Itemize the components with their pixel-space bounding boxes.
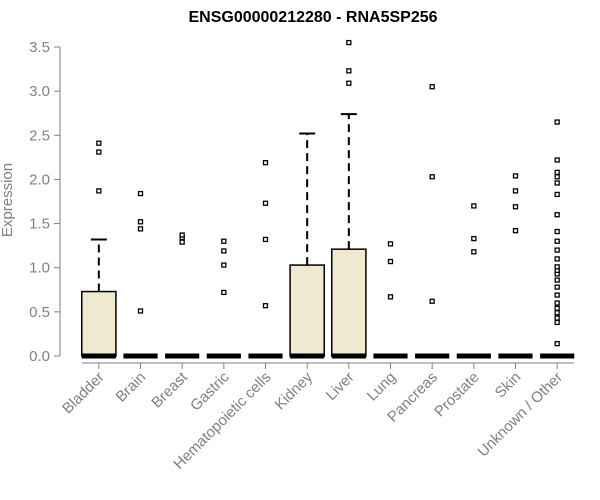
- outlier-point: [554, 264, 560, 270]
- outlier-point: [554, 340, 560, 347]
- box-group: [498, 173, 533, 359]
- x-tick-label: Bladder: [59, 369, 108, 418]
- outlier-point: [221, 289, 227, 296]
- outlier-point: [554, 310, 560, 316]
- outlier-point: [554, 212, 560, 218]
- outlier-point: [554, 315, 560, 321]
- outlier-point: [471, 235, 477, 242]
- outlier-point: [137, 190, 144, 197]
- box-group: [289, 132, 326, 359]
- outlier-point: [387, 258, 394, 265]
- box-group: [81, 140, 117, 359]
- outlier-point: [554, 191, 560, 198]
- box-group: [415, 84, 450, 359]
- outlier-point: [96, 188, 102, 194]
- box: [331, 248, 367, 357]
- outlier-point: [96, 140, 102, 146]
- outlier-point: [346, 39, 352, 46]
- box-group: [373, 241, 408, 359]
- x-tick-label: Liver: [323, 369, 358, 404]
- outlier-point: [137, 226, 144, 232]
- outlier-point: [554, 238, 560, 244]
- outlier-point: [554, 247, 560, 253]
- outlier-point: [554, 300, 560, 306]
- outlier-point: [554, 180, 560, 186]
- box-group: [331, 39, 367, 359]
- y-axis-label: Expression: [0, 163, 16, 237]
- box-group: [248, 160, 283, 359]
- x-tick-label: Prostate: [431, 369, 483, 421]
- outlier-point: [262, 160, 269, 166]
- box-group: [165, 232, 200, 359]
- y-tick-label: 0.0: [29, 348, 50, 365]
- x-tick-label: Skin: [492, 369, 525, 402]
- outlier-point: [554, 157, 560, 163]
- outlier-point: [554, 169, 560, 176]
- outlier-point: [512, 188, 519, 194]
- outlier-point: [554, 228, 560, 235]
- outlier-point: [554, 174, 560, 180]
- outlier-point: [512, 204, 519, 210]
- y-tick-label: 2.0: [29, 171, 50, 188]
- y-axis: 0.0 0.5 1.0 1.5 2.0 2.5 3.0 3.5: [29, 39, 61, 365]
- outlier-point: [554, 292, 560, 298]
- outlier-point: [262, 236, 269, 243]
- y-tick-label: 0.5: [29, 304, 50, 321]
- x-tick-label: Brain: [113, 369, 150, 406]
- outlier-point: [429, 174, 435, 180]
- outlier-point: [221, 262, 227, 268]
- box-group: [456, 203, 491, 359]
- outlier-point: [137, 308, 144, 314]
- outlier-point: [512, 227, 519, 234]
- x-tick-label: Lung: [364, 369, 400, 405]
- outlier-point: [387, 294, 394, 300]
- box-series: [81, 39, 575, 359]
- outlier-point: [554, 119, 560, 125]
- y-tick-label: 2.5: [29, 127, 50, 144]
- outlier-point: [137, 219, 144, 225]
- outlier-point: [554, 284, 560, 290]
- outlier-point: [387, 241, 394, 247]
- box-group: [540, 119, 575, 359]
- outlier-point: [554, 305, 560, 311]
- outlier-point: [512, 173, 519, 179]
- outlier-point: [221, 248, 227, 254]
- outlier-point: [429, 84, 435, 90]
- outlier-point: [346, 68, 352, 74]
- outlier-point: [429, 298, 435, 304]
- x-tick-label: Kidney: [272, 368, 317, 413]
- outlier-point: [554, 256, 560, 262]
- box-group: [123, 190, 158, 359]
- box: [289, 264, 326, 357]
- outlier-point: [346, 80, 352, 86]
- box: [81, 290, 117, 357]
- y-tick-label: 3.0: [29, 83, 50, 100]
- y-tick-label: 1.5: [29, 216, 50, 233]
- outlier-point: [554, 319, 560, 326]
- outlier-point: [96, 149, 102, 155]
- outlier-point: [179, 232, 185, 238]
- outlier-point: [262, 200, 269, 206]
- y-tick-label: 3.5: [29, 39, 50, 56]
- y-tick-label: 1.0: [29, 260, 50, 277]
- outlier-point: [221, 238, 227, 244]
- outlier-point: [471, 249, 477, 255]
- x-tick-label: Breast: [148, 368, 191, 411]
- box-group: [206, 238, 241, 359]
- outlier-point: [262, 303, 269, 309]
- outlier-point: [471, 203, 477, 209]
- outlier-point: [554, 277, 560, 283]
- chart-title: ENSG00000212280 - RNA5SP256: [188, 9, 437, 26]
- outlier-point: [179, 239, 185, 245]
